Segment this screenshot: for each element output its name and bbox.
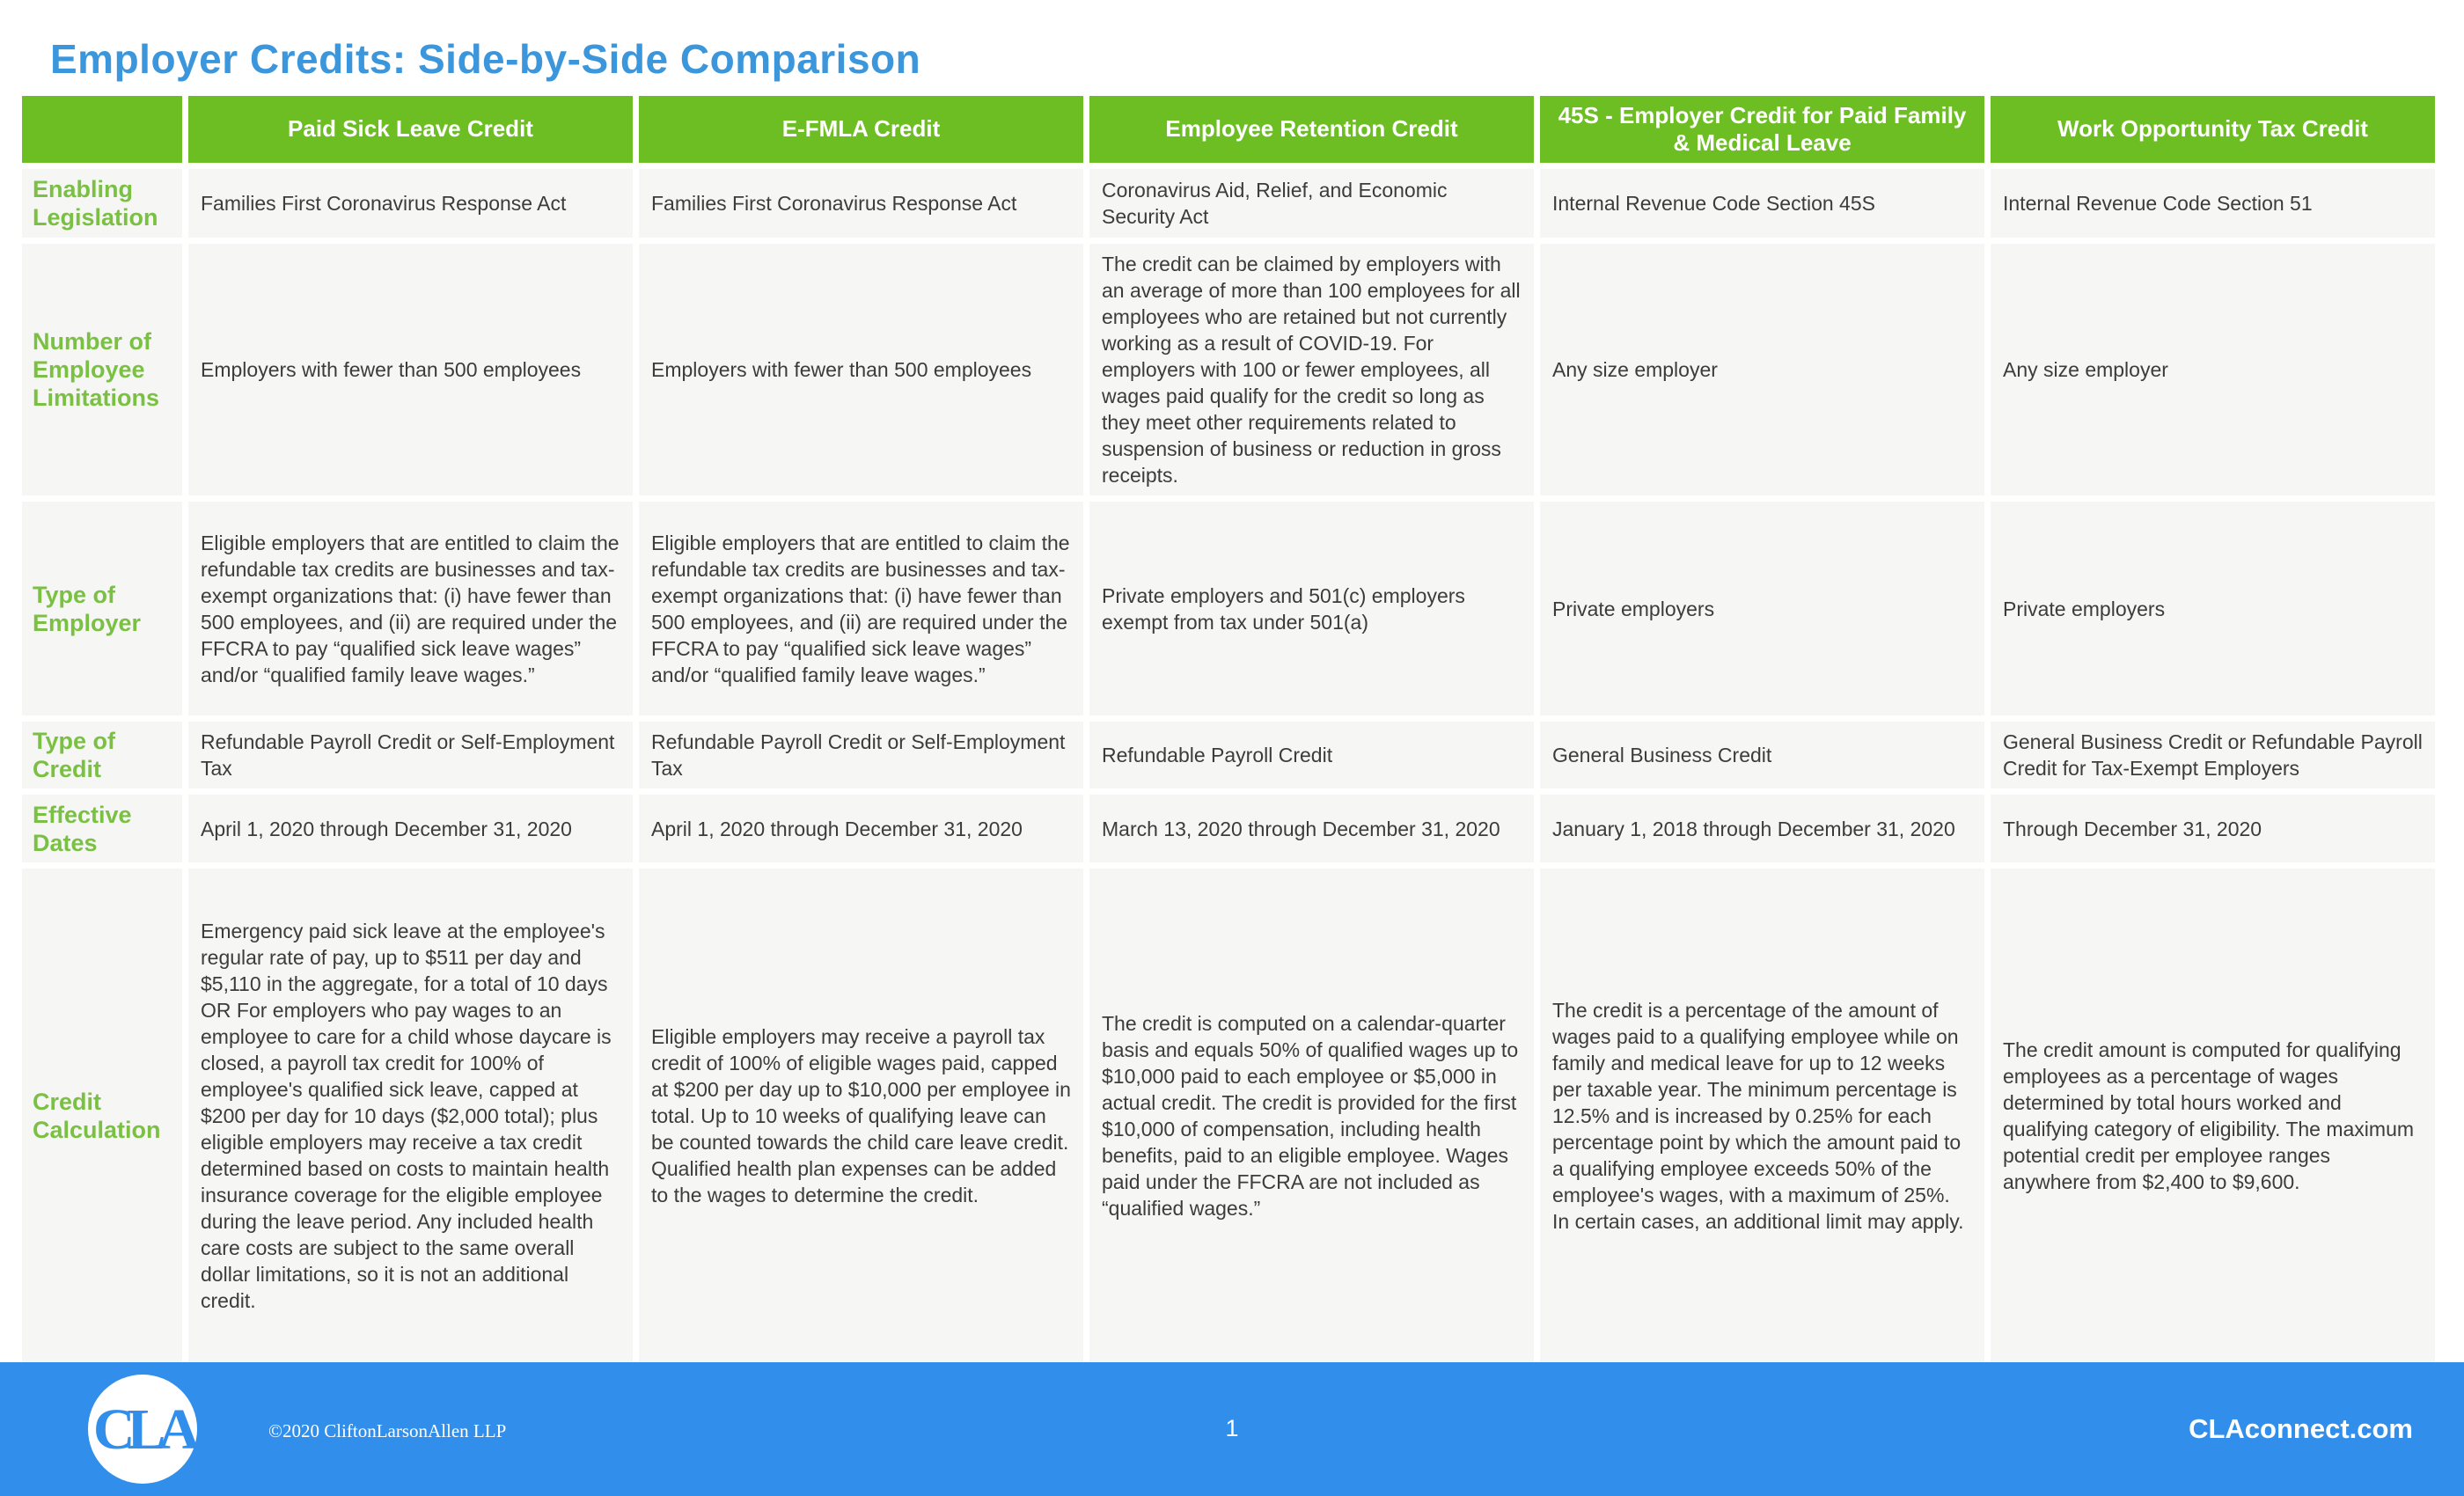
row-label: Type of Employer	[22, 502, 182, 715]
cla-logo: CLA	[88, 1375, 209, 1488]
table-cell: Refundable Payroll Credit or Self-Employ…	[188, 722, 633, 788]
table-cell: Internal Revenue Code Section 45S	[1540, 169, 1984, 238]
row-label: Type of Credit	[22, 722, 182, 788]
table-row: Enabling Legislation Families First Coron…	[22, 169, 2435, 238]
header-row: Paid Sick Leave Credit E-FMLA Credit Emplo…	[22, 96, 2435, 163]
row-label: Credit Calculation	[22, 869, 182, 1362]
table-cell: Through December 31, 2020	[1991, 795, 2435, 862]
cla-logo-icon: CLA	[88, 1375, 209, 1484]
table-cell: Any size employer	[1991, 244, 2435, 495]
table-cell: Refundable Payroll Credit or Self-Employ…	[639, 722, 1083, 788]
row-label: Number of Employee Limitations	[22, 244, 182, 495]
table-cell: Employers with fewer than 500 employees	[188, 244, 633, 495]
table-cell: The credit amount is computed for qualif…	[1991, 869, 2435, 1362]
column-header: Employee Retention Credit	[1089, 96, 1534, 163]
table-row: Effective Dates April 1, 2020 through Dec…	[22, 795, 2435, 862]
table-cell: Private employers	[1540, 502, 1984, 715]
corner-cell	[22, 96, 182, 163]
table-cell: Any size employer	[1540, 244, 1984, 495]
table-cell: April 1, 2020 through December 31, 2020	[639, 795, 1083, 862]
table-cell: Coronavirus Aid, Relief, and Economic Se…	[1089, 169, 1534, 238]
table-cell: Emergency paid sick leave at the employe…	[188, 869, 633, 1362]
table-cell: Employers with fewer than 500 employees	[639, 244, 1083, 495]
page-number: 1	[1225, 1415, 1239, 1441]
page-title: Employer Credits: Side-by-Side Compariso…	[50, 36, 921, 82]
table-row: Type of Credit Refundable Payroll Credit …	[22, 722, 2435, 788]
table-cell: Eligible employers may receive a payroll…	[639, 869, 1083, 1362]
table-cell: January 1, 2018 through December 31, 202…	[1540, 795, 1984, 862]
column-header: E-FMLA Credit	[639, 96, 1083, 163]
column-header: 45S - Employer Credit for Paid Family & …	[1540, 96, 1984, 163]
comparison-table: Paid Sick Leave Credit E-FMLA Credit Emplo…	[16, 90, 2441, 1368]
table-cell: Families First Coronavirus Response Act	[188, 169, 633, 238]
table-row: Credit Calculation Emergency paid sick le…	[22, 869, 2435, 1362]
table-cell: The credit is a percentage of the amount…	[1540, 869, 1984, 1362]
table-row: Number of Employee Limitations Employers …	[22, 244, 2435, 495]
table-cell: Internal Revenue Code Section 51	[1991, 169, 2435, 238]
table-cell: The credit is computed on a calendar-qua…	[1089, 869, 1534, 1362]
footer: CLA ©2020 CliftonLarsonAllen LLP 1 CLAco…	[0, 1362, 2464, 1496]
cla-logo-letters: CLA	[93, 1397, 197, 1462]
table-cell: The credit can be claimed by employers w…	[1089, 244, 1534, 495]
column-header: Work Opportunity Tax Credit	[1991, 96, 2435, 163]
table-cell: General Business Credit	[1540, 722, 1984, 788]
table-cell: Eligible employers that are entitled to …	[639, 502, 1083, 715]
row-label: Enabling Legislation	[22, 169, 182, 238]
table-cell: Private employers	[1991, 502, 2435, 715]
copyright-text: ©2020 CliftonLarsonAllen LLP	[268, 1420, 507, 1441]
table-cell: Refundable Payroll Credit	[1089, 722, 1534, 788]
table-cell: April 1, 2020 through December 31, 2020	[188, 795, 633, 862]
column-header: Paid Sick Leave Credit	[188, 96, 633, 163]
table-row: Type of Employer Eligible employers that …	[22, 502, 2435, 715]
table-cell: General Business Credit or Refundable Pa…	[1991, 722, 2435, 788]
table-cell: Eligible employers that are entitled to …	[188, 502, 633, 715]
table-cell: March 13, 2020 through December 31, 2020	[1089, 795, 1534, 862]
table-cell: Families First Coronavirus Response Act	[639, 169, 1083, 238]
website-text: CLAconnect.com	[2189, 1413, 2413, 1444]
table-cell: Private employers and 501(c) employers e…	[1089, 502, 1534, 715]
row-label: Effective Dates	[22, 795, 182, 862]
